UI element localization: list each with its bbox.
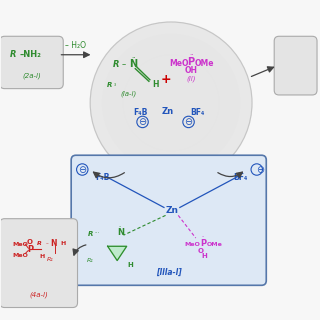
Text: ··: ·· xyxy=(201,234,205,239)
Text: R: R xyxy=(107,82,112,87)
Text: OMe: OMe xyxy=(194,59,214,68)
Text: R₁: R₁ xyxy=(87,258,94,262)
Text: OMe: OMe xyxy=(206,242,222,247)
Text: ⊖: ⊖ xyxy=(139,117,147,127)
Text: O: O xyxy=(27,239,33,245)
Text: H: H xyxy=(127,262,133,268)
Text: Zn: Zn xyxy=(162,107,174,116)
Text: H: H xyxy=(60,241,65,246)
Text: – H₂O: – H₂O xyxy=(65,41,86,50)
Text: R₁: R₁ xyxy=(47,257,54,262)
Text: (la-l): (la-l) xyxy=(120,90,136,97)
Text: N: N xyxy=(117,228,124,236)
Text: [llla-l]: [llla-l] xyxy=(156,268,181,277)
Text: –NH₂: –NH₂ xyxy=(20,50,42,59)
Polygon shape xyxy=(108,246,127,260)
Text: MeO: MeO xyxy=(12,242,28,247)
Text: MeO: MeO xyxy=(185,242,201,247)
Text: N: N xyxy=(51,239,57,248)
Circle shape xyxy=(90,22,252,184)
Text: N: N xyxy=(129,59,137,69)
Circle shape xyxy=(123,54,220,151)
Circle shape xyxy=(102,34,240,172)
Text: H: H xyxy=(152,80,159,89)
Text: BF₄: BF₄ xyxy=(190,108,204,117)
Circle shape xyxy=(90,22,252,184)
Text: ₃: ₃ xyxy=(114,82,116,87)
FancyBboxPatch shape xyxy=(274,36,317,95)
Text: O: O xyxy=(197,248,204,254)
Text: R: R xyxy=(37,241,42,246)
Text: ⊖: ⊖ xyxy=(256,164,264,174)
Text: H: H xyxy=(39,254,44,259)
Text: ··: ·· xyxy=(189,52,193,58)
Text: H: H xyxy=(202,253,208,260)
Text: P: P xyxy=(188,57,195,67)
Text: ···: ··· xyxy=(94,230,100,235)
Text: ⊖: ⊖ xyxy=(78,164,86,174)
Text: ··: ·· xyxy=(131,55,135,61)
Text: R: R xyxy=(112,60,119,69)
FancyBboxPatch shape xyxy=(0,219,77,308)
Text: BF₄: BF₄ xyxy=(233,173,247,182)
FancyBboxPatch shape xyxy=(0,36,63,89)
Text: F₄B: F₄B xyxy=(95,173,109,182)
Text: ⊖: ⊖ xyxy=(185,117,193,127)
FancyBboxPatch shape xyxy=(71,155,266,285)
Text: MeO: MeO xyxy=(169,59,188,68)
Text: F₄B: F₄B xyxy=(133,108,147,117)
Text: –: – xyxy=(121,60,126,69)
Text: +: + xyxy=(161,73,172,86)
Text: R: R xyxy=(88,231,93,236)
Text: (4a-l): (4a-l) xyxy=(29,292,48,298)
Text: (ll): (ll) xyxy=(186,75,196,82)
Text: (2a-l): (2a-l) xyxy=(22,73,41,79)
Text: P: P xyxy=(200,239,206,248)
Text: OH: OH xyxy=(185,66,197,75)
Text: MeO: MeO xyxy=(12,253,28,258)
Text: ··: ·· xyxy=(119,224,122,229)
Text: Zn: Zn xyxy=(165,206,178,215)
Text: P: P xyxy=(27,245,33,254)
Text: –: – xyxy=(46,241,49,246)
Text: R: R xyxy=(10,50,17,59)
